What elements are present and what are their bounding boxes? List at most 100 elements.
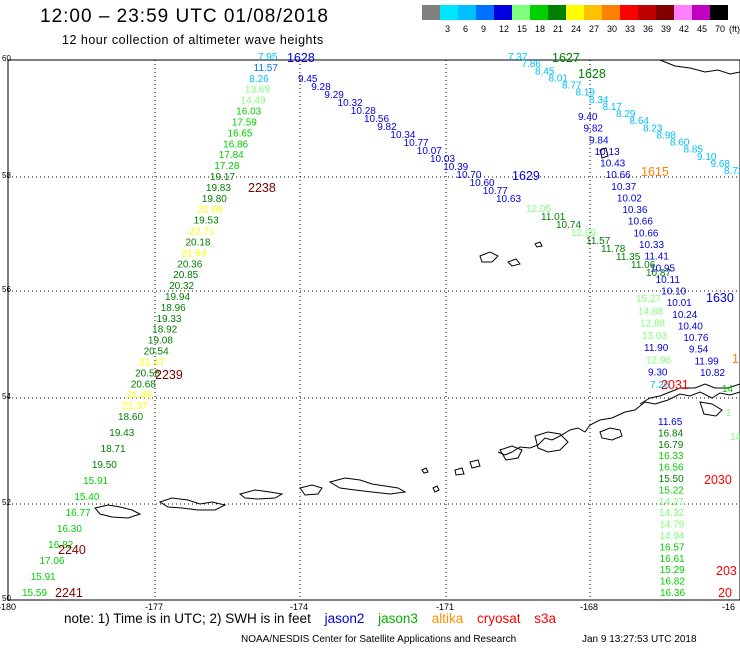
longitude-label: -171 bbox=[436, 602, 455, 612]
map-subtitle: 12 hour collection of altimeter wave hei… bbox=[62, 33, 324, 47]
swh-value: 10.70 bbox=[456, 170, 481, 181]
scale-label: 36 bbox=[643, 24, 654, 34]
andreanof-islands bbox=[328, 477, 407, 495]
scale-label: 70 bbox=[715, 24, 726, 34]
swh-value: 11.57 bbox=[254, 63, 279, 74]
swh-value: 19.08 bbox=[148, 336, 173, 347]
swh-value: 22.71 bbox=[190, 227, 215, 238]
coastline bbox=[94, 59, 740, 519]
swh-value: 10.32 bbox=[338, 98, 363, 109]
scale-swatch bbox=[656, 5, 674, 20]
swh-value: 10.13 bbox=[595, 147, 620, 158]
time-label: 2030 bbox=[704, 473, 732, 487]
swh-value: 16.36 bbox=[660, 588, 685, 599]
swh-value: 16.56 bbox=[659, 463, 684, 474]
footer-note: note: 1) Time is in UTC; 2) SWH is in fe… bbox=[64, 611, 556, 626]
swh-value: 16.57 bbox=[659, 542, 684, 553]
time-label: 203 bbox=[716, 564, 737, 578]
swh-value: 16.86 bbox=[223, 139, 248, 150]
swh-value: 18.96 bbox=[161, 303, 186, 314]
swh-value: 12.69 bbox=[571, 228, 596, 239]
scale-swatch bbox=[602, 5, 620, 20]
rat-islands bbox=[158, 497, 227, 511]
legend-s3a: s3a bbox=[534, 611, 557, 626]
pribilof-islands bbox=[479, 241, 543, 267]
time-label: 2239 bbox=[155, 368, 183, 382]
swh-value: 9.68 bbox=[711, 159, 731, 170]
swh-value: 15.50 bbox=[659, 474, 684, 485]
time-label: 2031 bbox=[661, 378, 689, 392]
swh-value: 19.33 bbox=[156, 314, 181, 325]
scale-unit: (ft) bbox=[729, 24, 740, 34]
swh-value: 16.82 bbox=[660, 577, 685, 588]
scale-swatch bbox=[710, 5, 728, 20]
longitude-label: -180 bbox=[0, 602, 17, 612]
alaska-peninsula-coast bbox=[497, 391, 740, 456]
swh-value: 8.60 bbox=[670, 138, 690, 149]
swh-value: 16.82 bbox=[48, 540, 73, 551]
unalaska-island bbox=[534, 431, 569, 453]
swh-value: 8.72 bbox=[724, 166, 740, 177]
time-label: 1615 bbox=[641, 165, 669, 179]
scale-swatch bbox=[458, 5, 476, 20]
swh-value: 9.30 bbox=[648, 368, 668, 379]
scale-label: 9 bbox=[481, 24, 487, 34]
scale-label: 45 bbox=[697, 24, 708, 34]
swh-value: 16.61 bbox=[660, 554, 685, 565]
swh-value: 9.10 bbox=[697, 152, 717, 163]
scale-swatch bbox=[620, 5, 638, 20]
swh-value: 10.37 bbox=[611, 182, 636, 193]
swh-value: 11.99 bbox=[694, 356, 719, 367]
swh-value: 8.45 bbox=[535, 66, 555, 77]
swh-value: 10.87 bbox=[646, 268, 671, 279]
scale-label: 6 bbox=[463, 24, 469, 34]
scale-swatch bbox=[548, 5, 566, 20]
swh-value: 15.22 bbox=[659, 485, 684, 496]
swh-value: 7.37 bbox=[508, 52, 528, 63]
scale-swatch bbox=[422, 5, 440, 20]
swh-value: 12.96 bbox=[646, 355, 671, 366]
scale-swatch bbox=[674, 5, 692, 20]
bering-sea-island bbox=[421, 467, 440, 493]
swh-value: 13.69 bbox=[245, 85, 270, 96]
adak-area bbox=[299, 484, 323, 496]
swh-value: 8.17 bbox=[603, 102, 623, 113]
swh-value: 16.30 bbox=[57, 524, 82, 535]
scale-swatch bbox=[512, 5, 530, 20]
time-label: 2241 bbox=[55, 586, 83, 600]
latitude-label: 58 bbox=[2, 171, 11, 180]
swh-value: 19.83 bbox=[206, 183, 231, 194]
delarof-islands bbox=[238, 489, 284, 500]
swh-value: 10.10 bbox=[661, 287, 686, 298]
swh-value: 15.91 bbox=[31, 572, 56, 583]
swh-value: 15.29 bbox=[660, 565, 685, 576]
swh-value: 14.32 bbox=[659, 508, 684, 519]
scale-swatch bbox=[566, 5, 584, 20]
swh-value: 18.60 bbox=[118, 412, 143, 423]
scale-swatch bbox=[584, 5, 602, 20]
scale-label: 21 bbox=[553, 24, 564, 34]
swh-value: 16.77 bbox=[66, 508, 91, 519]
swh-value: 8.98 bbox=[657, 130, 677, 141]
swh-value: 10.60 bbox=[470, 178, 495, 189]
scale-label: 12 bbox=[499, 24, 510, 34]
swh-value: 20.58 bbox=[135, 368, 160, 379]
swh-value: 11.65 bbox=[658, 417, 683, 428]
swh-value: 9.84 bbox=[589, 135, 609, 146]
swh-value: 10.07 bbox=[417, 146, 442, 157]
swh-value: 14.27 bbox=[659, 497, 684, 508]
latitude-label: 60 bbox=[2, 54, 11, 63]
time-label: 2238 bbox=[248, 181, 276, 195]
swh-value: 11.06 bbox=[631, 260, 656, 271]
scale-label: 18 bbox=[535, 24, 546, 34]
swh-value: 15.40 bbox=[74, 492, 99, 503]
swh-value: 8.19 bbox=[576, 88, 596, 99]
lat-lon-grid bbox=[7, 59, 740, 601]
swh-value: 15.59 bbox=[22, 588, 47, 599]
longitude-label: -174 bbox=[290, 602, 309, 612]
scale-swatch bbox=[638, 5, 656, 20]
st-matthew-island bbox=[599, 147, 609, 159]
swh-value: 16.79 bbox=[658, 440, 683, 451]
swh-value: 10.33 bbox=[639, 240, 664, 251]
